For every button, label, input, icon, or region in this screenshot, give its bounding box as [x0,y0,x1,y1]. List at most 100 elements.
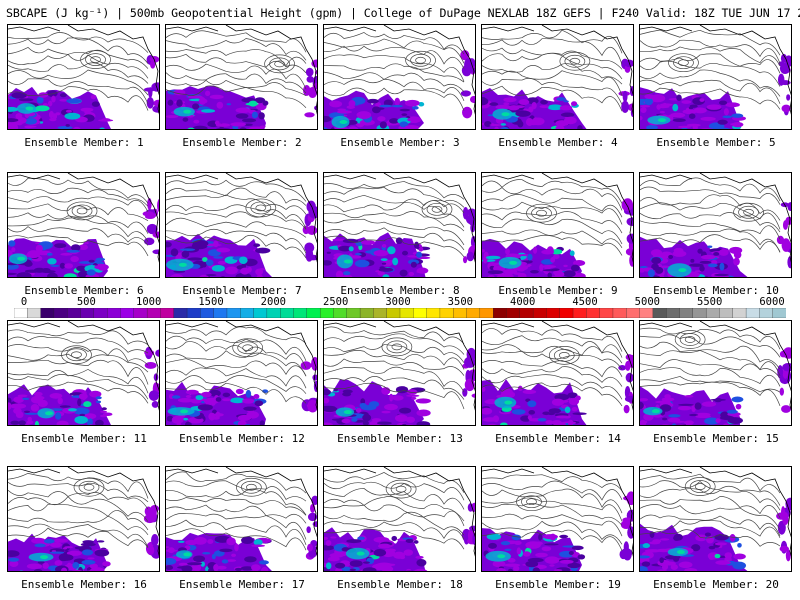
colorbar-swatch [772,308,786,318]
ensemble-map-panel [481,320,634,426]
ensemble-member-label: Ensemble Member: 4 [498,136,618,149]
colorbar-swatch [612,308,627,318]
ensemble-map-panel [481,466,634,572]
colorbar-swatch [306,308,321,318]
colorbar-tick-label: 6000 [759,296,785,308]
ensemble-member-label: Ensemble Member: 12 [179,432,305,445]
colorbar-swatch [652,308,667,318]
ensemble-member-label: Ensemble Member: 19 [495,578,621,591]
colorbar-swatch [439,308,454,318]
colorbar-swatch [53,308,68,318]
colorbar-tick-label: 0 [20,296,28,308]
ensemble-map-panel [639,172,792,278]
ensemble-map-panel [481,24,634,130]
ensemble-member-label: Ensemble Member: 10 [653,284,779,297]
colorbar-swatch [679,308,694,318]
colorbar-swatch [639,308,654,318]
ensemble-map-panel [165,24,318,130]
ensemble-map-panel [7,24,160,130]
ensemble-member-label: Ensemble Member: 3 [340,136,460,149]
colorbar-swatch [506,308,521,318]
colorbar-swatch [599,308,614,318]
ensemble-member-label: Ensemble Member: 2 [182,136,302,149]
colorbar-swatch [692,308,707,318]
colorbar-swatch [572,308,587,318]
ensemble-member-label: Ensemble Member: 8 [340,284,460,297]
colorbar-swatch [466,308,481,318]
colorbar-tick-label: 1000 [136,296,162,308]
colorbar-swatch [373,308,388,318]
ensemble-member-label: Ensemble Member: 16 [21,578,147,591]
colorbar-swatch [253,308,268,318]
ensemble-member-label: Ensemble Member: 7 [182,284,302,297]
ensemble-member-label: Ensemble Member: 18 [337,578,463,591]
colorbar-swatch [493,308,507,318]
ensemble-map-panel [165,466,318,572]
colorbar-swatch [67,308,82,318]
ensemble-map-panel [165,172,318,278]
colorbar-swatch [186,308,201,318]
colorbar-swatch [213,308,228,318]
colorbar-swatch [280,308,294,318]
colorbar-tick-label: 5500 [697,296,723,308]
colorbar-swatch [120,308,135,318]
ensemble-map-panel [323,320,476,426]
colorbar-swatch [705,308,720,318]
cape-colorbar [14,308,786,318]
colorbar-swatch [399,308,414,318]
colorbar-swatch [146,308,161,318]
colorbar-swatch [759,308,774,318]
ensemble-member-label: Ensemble Member: 6 [24,284,144,297]
colorbar-swatch [160,308,175,318]
colorbar-swatch [333,308,348,318]
ensemble-member-label: Ensemble Member: 17 [179,578,305,591]
colorbar-swatch [14,308,28,318]
colorbar-tick-label: 4000 [510,296,536,308]
colorbar-tick-label: 3500 [447,296,473,308]
colorbar-swatch [319,308,334,318]
colorbar-swatch [546,308,561,318]
colorbar-swatch [626,308,641,318]
ensemble-map-panel [7,466,160,572]
colorbar-swatch [745,308,760,318]
ensemble-member-label: Ensemble Member: 1 [24,136,144,149]
colorbar-swatch [453,308,468,318]
ensemble-map-panel [639,320,792,426]
colorbar-swatch [40,308,55,318]
colorbar-tick-label: 2000 [260,296,286,308]
colorbar-tick-label: 5000 [634,296,660,308]
ensemble-map-panel [323,24,476,130]
colorbar-swatch [359,308,374,318]
colorbar-swatch [93,308,108,318]
ensemble-map-panel [639,24,792,130]
colorbar-tick-label: 4500 [572,296,598,308]
ensemble-member-label: Ensemble Member: 5 [656,136,776,149]
colorbar-swatch [719,308,734,318]
colorbar-swatch [133,308,148,318]
colorbar-tick-label: 1500 [198,296,224,308]
ensemble-map-panel [639,466,792,572]
ensemble-map-panel [323,172,476,278]
colorbar-swatch [732,308,747,318]
page-title: SBCAPE (J kg⁻¹) | 500mb Geopotential Hei… [6,6,800,20]
colorbar-swatch [173,308,188,318]
ensemble-member-label: Ensemble Member: 14 [495,432,621,445]
colorbar-swatch [200,308,215,318]
colorbar-swatch [293,308,308,318]
colorbar-tick-label: 2500 [323,296,349,308]
ensemble-member-label: Ensemble Member: 13 [337,432,463,445]
colorbar-swatch [226,308,241,318]
colorbar-swatch [346,308,361,318]
ensemble-member-label: Ensemble Member: 15 [653,432,779,445]
colorbar-swatch [519,308,534,318]
ensemble-map-panel [7,320,160,426]
colorbar-swatch [479,308,494,318]
colorbar-swatch [532,308,547,318]
colorbar-swatch [107,308,121,318]
ensemble-member-label: Ensemble Member: 20 [653,578,779,591]
ensemble-map-panel [323,466,476,572]
ensemble-map-panel [481,172,634,278]
ensemble-map-panel [7,172,160,278]
colorbar-swatch [240,308,255,318]
colorbar-swatch [27,308,42,318]
